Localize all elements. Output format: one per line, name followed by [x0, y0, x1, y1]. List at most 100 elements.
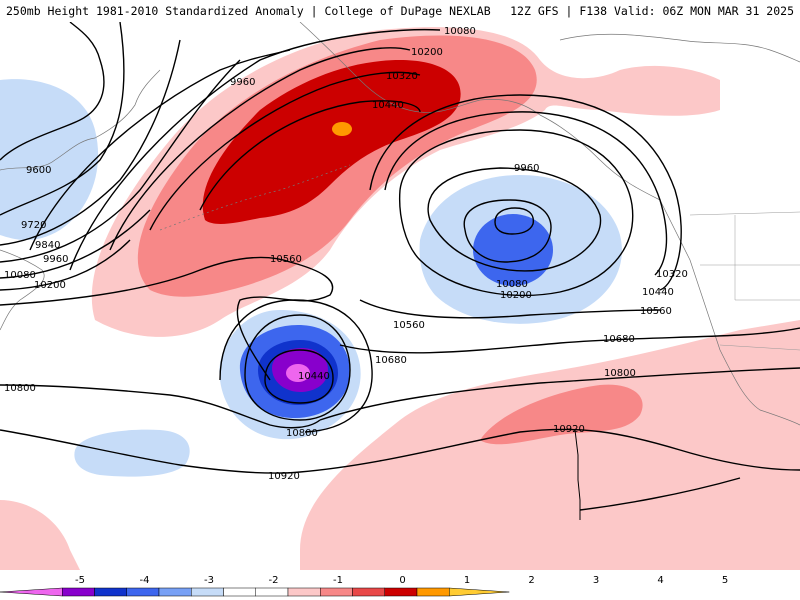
- contour-label: 10320: [656, 269, 688, 280]
- contour-label: 10800: [286, 428, 318, 439]
- negative-anomaly-shading: [0, 79, 622, 477]
- contour-9960-west: [0, 59, 241, 263]
- state-borders: [689, 211, 800, 351]
- legend-color-swatch: [0, 587, 63, 597]
- anomaly-plus4-spot: [332, 122, 352, 136]
- contour-9840: [0, 39, 181, 246]
- legend-tick-label: -2: [269, 575, 279, 586]
- contour-label: 10680: [375, 355, 407, 366]
- contour-10440-north: [199, 100, 421, 211]
- contour-10560-east: [359, 299, 661, 319]
- contour-label: 9720: [21, 220, 46, 231]
- contour-10200-gulf: [398, 129, 634, 297]
- anomaly-plus2-south-region: [480, 384, 643, 445]
- model-run-info: 12Z GFS | F138 Valid: 06Z MON MAR 31 202…: [510, 4, 794, 18]
- anomaly-plus1-south-region: [300, 320, 800, 570]
- legend-tick-label: -3: [204, 575, 214, 586]
- legend-color-swatch: [94, 587, 127, 597]
- dateline-boundary: [574, 429, 581, 520]
- legend-color-swatch: [416, 587, 450, 597]
- contour-label: 9960: [43, 254, 68, 265]
- contour-label: 9960: [514, 163, 539, 174]
- contour-10680-east: [339, 327, 800, 354]
- legend-color-swatch: [352, 587, 385, 597]
- contour-10800-main: [0, 384, 321, 429]
- contour-10560-main: [0, 256, 334, 381]
- contour-10920-south-loop: [579, 477, 741, 511]
- header-bar: 250mb Height 1981-2010 Standardized Anom…: [0, 0, 800, 23]
- contour-9720: [0, 22, 125, 216]
- anomaly-minus1-northwest-region: [0, 79, 99, 240]
- legend-tick-label: 0: [399, 575, 405, 586]
- contour-label: 10560: [270, 254, 302, 265]
- contour-label: 10200: [500, 290, 532, 301]
- contour-10440-gulf: [369, 94, 682, 291]
- us-canada-border: [689, 211, 800, 216]
- contour-label: 10560: [393, 320, 425, 331]
- anomaly-minus2-gulf-region: [473, 214, 553, 286]
- contour-9960-gulf: [427, 167, 602, 272]
- color-legend: -5 -4 -3 -2 -1 0 1 2 3 4 5: [0, 570, 800, 600]
- contour-label: 10680: [603, 334, 635, 345]
- legend-color-swatch: [126, 587, 160, 597]
- contour-label: 10080: [496, 279, 528, 290]
- asia-coastline: [0, 69, 161, 171]
- contour-label: 10560: [640, 306, 672, 317]
- positive-anomaly-shading: [0, 27, 800, 570]
- contour-label: 10200: [411, 47, 443, 58]
- height-contours: [0, 22, 800, 511]
- legend-color-swatch: [255, 587, 289, 597]
- contour-gulf-inner: [494, 207, 535, 235]
- canada-islands: [559, 33, 800, 63]
- contour-10200-north: [109, 47, 411, 251]
- legend-color-swatch: [449, 587, 510, 597]
- contour-labels: 10080 10200 10320 10440 9960 9600 9720 9…: [4, 26, 688, 482]
- alaska-coastline: [299, 22, 661, 201]
- legend-tick-label: 3: [593, 575, 599, 586]
- legend-tick-label: 4: [657, 575, 663, 586]
- legend-color-swatch: [287, 587, 321, 597]
- legend-tick-label: 2: [528, 575, 534, 586]
- contour-label: 10440: [372, 100, 404, 111]
- us-mexico-border: [719, 344, 800, 351]
- legend-color-swatch: [191, 587, 224, 597]
- contour-label: 10920: [553, 424, 585, 435]
- contour-label: 10800: [4, 383, 36, 394]
- anomaly-plus1-southwest-region: [0, 500, 80, 570]
- contour-label: 10080: [4, 270, 36, 281]
- contour-label: 10200: [34, 280, 66, 291]
- contour-10440-low: [264, 349, 334, 404]
- contour-10080-north: [69, 29, 441, 271]
- legend-color-swatch: [223, 587, 256, 597]
- contour-label: 10920: [268, 471, 300, 482]
- aleutian-islands: [159, 164, 351, 231]
- contour-10320-gulf: [384, 111, 668, 276]
- contour-10080-west: [0, 209, 151, 279]
- legend-swatches: [0, 587, 510, 597]
- contour-label: 9600: [26, 165, 51, 176]
- legend-color-swatch: [158, 587, 192, 597]
- coastlines: [0, 22, 800, 426]
- contour-label: 9960: [230, 77, 255, 88]
- contour-9600: [0, 22, 105, 161]
- legend-color-swatch: [320, 587, 353, 597]
- contour-label: 10440: [298, 371, 330, 382]
- contour-label: 10080: [444, 26, 476, 37]
- contour-10800-east: [319, 367, 800, 421]
- contour-9960-north: [29, 49, 291, 251]
- legend-tick-label: -4: [140, 575, 150, 586]
- legend-tick-label: -5: [75, 575, 85, 586]
- us-state-line-1: [734, 215, 800, 301]
- contour-label: 10320: [386, 71, 418, 82]
- contour-label: 10440: [642, 287, 674, 298]
- contour-10560-low: [244, 314, 351, 421]
- legend-color-swatch: [384, 587, 418, 597]
- contour-10920-main: [0, 428, 800, 474]
- legend-colorbar: -5 -4 -3 -2 -1 0 1 2 3 4 5: [0, 575, 728, 597]
- contour-10080-gulf: [463, 199, 552, 263]
- legend-ticks: -5 -4 -3 -2 -1 0 1 2 3 4 5: [75, 575, 728, 586]
- anomaly-minus1-south-region: [74, 429, 190, 477]
- contour-10320-north: [149, 71, 421, 231]
- legend-tick-label: -1: [333, 575, 343, 586]
- contour-label: 10800: [604, 368, 636, 379]
